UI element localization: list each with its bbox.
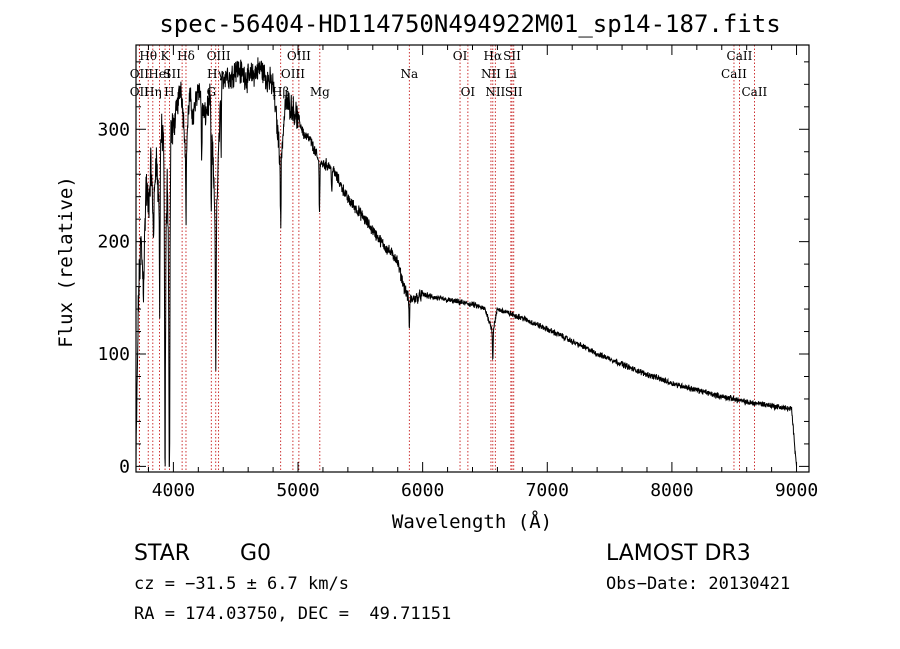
y-axis-ticks: 0 100 200 300 xyxy=(97,61,809,477)
line-marker-label: CaII xyxy=(727,49,753,63)
object-class: STAR xyxy=(134,541,190,566)
line-marker-label: OI xyxy=(453,49,468,63)
line-marker-label: G xyxy=(206,85,216,99)
x-tick-label: 7000 xyxy=(526,480,569,501)
line-marker-label: CaII xyxy=(721,67,747,81)
line-marker-label: OIII xyxy=(287,49,311,63)
y-tick-label: 200 xyxy=(97,232,130,253)
line-marker-label: OII xyxy=(130,85,150,99)
y-tick-label: 100 xyxy=(97,344,130,365)
line-marker-label: NII xyxy=(485,85,505,99)
line-marker-label: OIII xyxy=(207,49,231,63)
y-tick-label: 0 xyxy=(119,456,130,477)
x-tick-label: 4000 xyxy=(152,480,195,501)
line-marker-label: SII xyxy=(505,85,523,99)
observation-date: Obs−Date: 20130421 xyxy=(606,574,790,594)
line-marker-label: Hα xyxy=(484,49,503,63)
line-marker-label: SII xyxy=(163,67,181,81)
plot-frame xyxy=(135,44,810,473)
line-marker-label: OI xyxy=(461,85,476,99)
x-tick-label: 5000 xyxy=(276,480,319,501)
line-marker-label: OII xyxy=(130,67,150,81)
line-marker-label: Hθ xyxy=(139,49,157,63)
redshift-readout: cz = −31.5 ± 6.7 km/s xyxy=(134,574,349,594)
line-marker-label: SII xyxy=(503,49,521,63)
line-marker-label: NII xyxy=(481,67,501,81)
line-marker-label: Hβ xyxy=(272,85,289,99)
line-markers xyxy=(138,45,755,472)
line-marker-label: HeI xyxy=(148,67,171,81)
line-marker-label: Hγ xyxy=(207,67,225,81)
line-marker-label: Hη xyxy=(144,85,162,99)
chart-title: spec-56404-HD114750N494922M01_sp14-187.f… xyxy=(159,10,780,38)
line-marker-label: Na xyxy=(400,67,418,81)
line-marker-label: OIII xyxy=(281,67,305,81)
x-tick-label: 9000 xyxy=(775,480,818,501)
y-axis-label: Flux (relative) xyxy=(55,176,77,348)
line-marker-label: Li xyxy=(505,67,517,81)
object-subclass: G0 xyxy=(240,541,271,566)
line-marker-label: K xyxy=(161,49,171,63)
coordinates-readout: RA = 174.03750, DEC = 49.71151 xyxy=(134,604,451,624)
line-marker-label: CaII xyxy=(741,85,767,99)
line-marker-label: H xyxy=(164,85,174,99)
line-marker-label: Hδ xyxy=(177,49,195,63)
spectrum-line xyxy=(135,57,797,467)
y-tick-label: 300 xyxy=(97,119,130,140)
x-axis-label: Wavelength (Å) xyxy=(392,510,552,533)
x-tick-label: 8000 xyxy=(650,480,693,501)
line-marker-label: Mg xyxy=(310,85,330,99)
x-axis-ticks: 4000 5000 6000 7000 8000 9000 xyxy=(147,45,818,501)
x-tick-label: 6000 xyxy=(401,480,444,501)
survey-name: LAMOST DR3 xyxy=(606,541,751,566)
